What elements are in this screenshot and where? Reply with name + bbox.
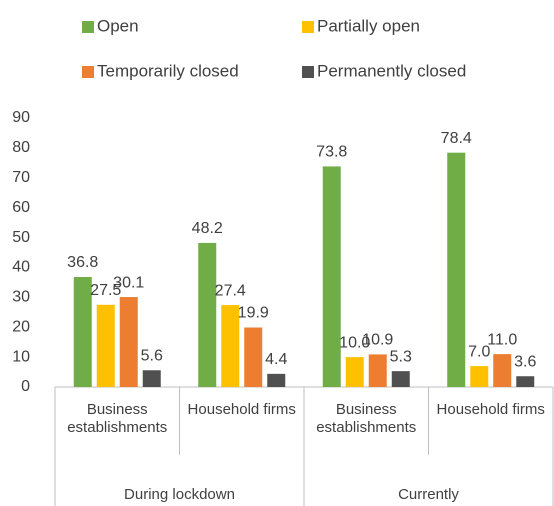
bar	[244, 327, 263, 387]
bar	[447, 152, 466, 387]
data-label: 10.0	[339, 334, 370, 351]
bar	[267, 373, 286, 387]
y-tick-label: 0	[21, 378, 30, 395]
data-label: 4.4	[265, 351, 287, 368]
data-label: 27.4	[215, 282, 246, 299]
bar	[119, 297, 138, 387]
legend-swatch	[302, 21, 314, 33]
y-tick-label: 30	[12, 289, 30, 306]
bar	[221, 305, 240, 387]
data-label: 19.9	[238, 305, 269, 322]
y-tick-label: 50	[12, 229, 30, 246]
data-label: 27.5	[90, 282, 121, 299]
bar	[73, 277, 92, 387]
legend-swatch	[82, 21, 94, 33]
data-label: 10.9	[362, 332, 393, 349]
data-label: 11.0	[487, 331, 517, 348]
data-label: 78.4	[441, 130, 472, 147]
data-label: 5.3	[390, 348, 412, 365]
y-tick-label: 40	[12, 259, 30, 276]
data-label: 48.2	[192, 220, 223, 237]
group-label: During lockdown	[124, 486, 235, 503]
x-tick-label: Household firms	[188, 401, 296, 418]
legend-swatch	[82, 66, 94, 78]
data-label: 73.8	[316, 144, 347, 161]
bar	[368, 354, 387, 387]
data-label: 3.6	[514, 353, 536, 370]
legend-label: Open	[97, 16, 139, 35]
y-tick-label: 20	[12, 318, 30, 335]
y-tick-label: 60	[12, 199, 30, 216]
x-tick-label: Business establishments	[316, 401, 416, 436]
bar	[470, 366, 489, 387]
bar	[96, 304, 115, 387]
bar	[345, 357, 364, 387]
y-tick-label: 10	[12, 348, 30, 365]
legend-label: Temporarily closed	[97, 61, 239, 80]
data-label: 30.1	[113, 274, 144, 291]
data-label: 7.0	[468, 343, 490, 360]
y-tick-label: 70	[12, 169, 30, 186]
x-tick-label: Household firms	[437, 401, 545, 418]
bar	[142, 370, 161, 387]
legend-swatch	[302, 66, 314, 78]
group-label: Currently	[398, 486, 459, 503]
legend-label: Partially open	[317, 16, 420, 35]
bar	[322, 166, 341, 387]
bar	[493, 354, 512, 387]
data-label: 5.6	[141, 347, 163, 364]
bar	[391, 371, 410, 387]
bar	[516, 376, 535, 387]
y-tick-label: 90	[12, 109, 30, 126]
data-label: 36.8	[67, 254, 98, 271]
x-tick-label: Business establishments	[67, 401, 167, 436]
legend-label: Permanently closed	[317, 61, 466, 80]
y-tick-label: 80	[12, 139, 30, 156]
bar	[198, 242, 217, 387]
